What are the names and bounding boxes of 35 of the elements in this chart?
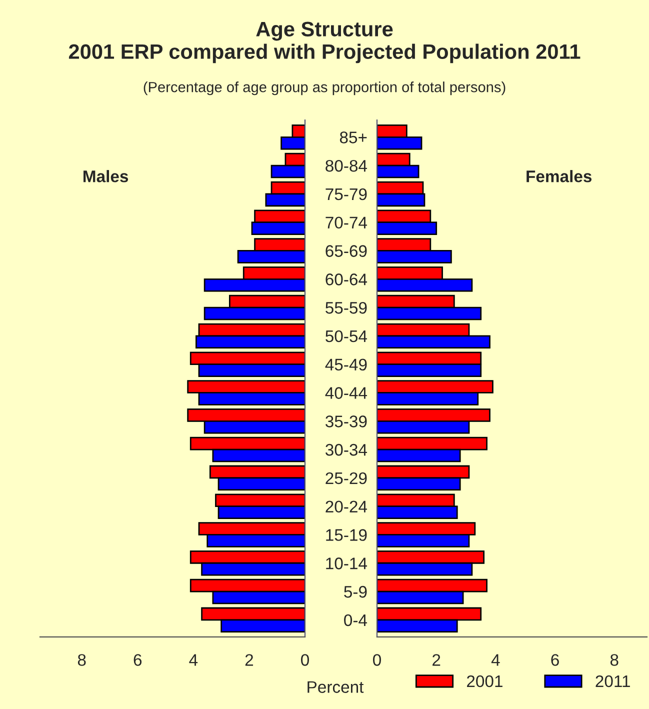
chart-title: Age Structure 2001 ERP compared with Projected Population 2011 [68, 22, 580, 64]
y-tick-label: 30-34 [326, 444, 368, 456]
x-axis-title: Percent [308, 681, 364, 693]
y-tick-label: 5-9 [344, 586, 367, 598]
y-tick-label: 65-69 [326, 245, 367, 257]
x-tick-label: 2 [432, 654, 440, 666]
y-tick-label: 80-84 [326, 160, 368, 172]
x-tick-label: 0 [301, 654, 309, 666]
legend-label: 2001 [467, 675, 502, 688]
y-tick-label: 15-19 [326, 529, 367, 541]
x-tick-label: 0 [373, 654, 381, 666]
chart-subtitle: (Percentage of age group as proportion of total persons) [144, 82, 506, 96]
y-tick-label: 20-24 [326, 500, 368, 513]
legend-label: 2011 [596, 675, 630, 688]
x-tick-label: 6 [134, 654, 142, 666]
annotation: Males [84, 170, 128, 182]
x-tick-label: 4 [189, 654, 198, 666]
y-tick-label: 85+ [340, 132, 367, 144]
y-tick-label: 35-39 [326, 416, 367, 428]
y-tick-label: 25-29 [326, 472, 367, 484]
y-tick-label: 0-4 [344, 614, 368, 626]
y-tick-label: 55-59 [326, 302, 367, 314]
x-tick-label: 6 [551, 654, 559, 666]
y-tick-label: 50-54 [326, 330, 368, 342]
x-tick-label: 4 [491, 654, 500, 666]
y-tick-label: 40-44 [325, 387, 368, 399]
x-tick-label: 8 [610, 654, 618, 666]
x-tick-label: 8 [78, 654, 86, 666]
y-tick-label: 75-79 [326, 188, 367, 200]
y-tick-label: 60-64 [326, 274, 368, 286]
x-tick-label: 2 [245, 654, 254, 666]
annotation: Females [526, 170, 592, 182]
y-tick-label: 10-14 [326, 558, 368, 570]
y-tick-label: 45-49 [325, 358, 367, 371]
y-tick-label: 70-74 [326, 216, 368, 229]
